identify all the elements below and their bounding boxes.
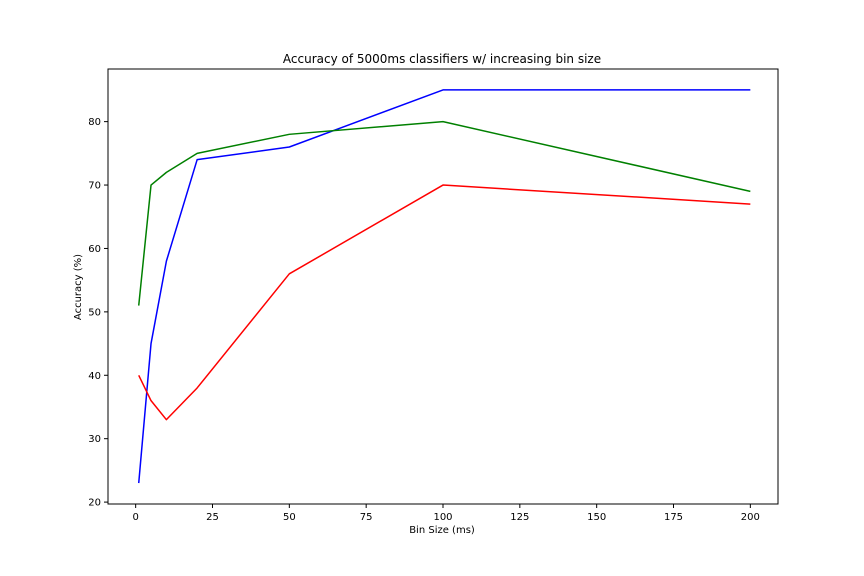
y-tick-label: 20 (88, 498, 101, 509)
y-tick-label: 60 (88, 244, 101, 255)
y-tick-label: 80 (88, 117, 101, 128)
y-axis-label: Accuracy (%) (73, 254, 84, 320)
series-line-1 (137, 89, 751, 484)
axes-layer: 0 25 50 75 100 125 150 175 200 20 30 40 50 60 70 80 (88, 68, 779, 523)
x-tick-label: 0 (132, 512, 138, 523)
y-tick-label: 40 (88, 371, 101, 382)
x-tick-label: 75 (360, 512, 373, 523)
y-tick-label: 70 (88, 181, 101, 192)
y-tick-label: 30 (88, 434, 101, 445)
y-tick-label: 50 (88, 307, 101, 318)
x-tick-label: 100 (433, 512, 452, 523)
chart-title: Accuracy of 5000ms classifiers w/ increa… (283, 52, 601, 66)
x-tick-label: 150 (587, 512, 606, 523)
x-tick-label: 200 (741, 512, 760, 523)
plot-frame (107, 68, 779, 505)
x-tick-label: 125 (510, 512, 529, 523)
x-tick-label: 175 (664, 512, 683, 523)
x-tick-label: 50 (283, 512, 296, 523)
x-axis-label: Bin Size (ms) (409, 525, 475, 536)
series-line-2 (137, 120, 751, 306)
x-tick-label: 25 (206, 512, 219, 523)
series-layer (137, 89, 751, 484)
series-line-3 (138, 184, 751, 421)
